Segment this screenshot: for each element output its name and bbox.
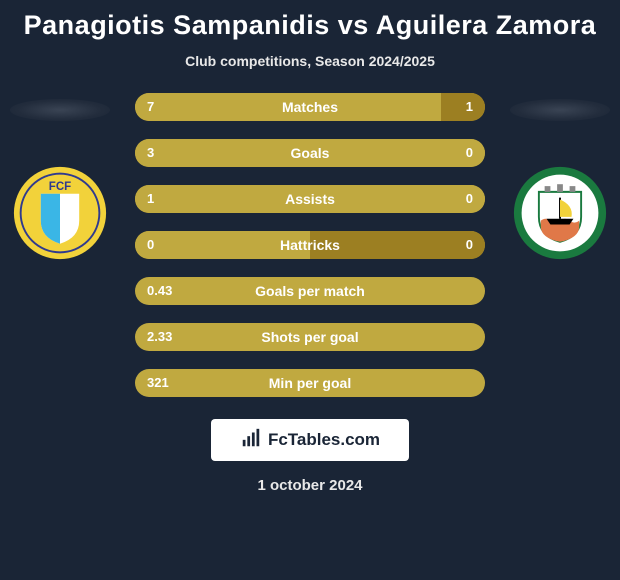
stat-label: Matches bbox=[135, 99, 485, 115]
page-title: Panagiotis Sampanidis vs Aguilera Zamora bbox=[0, 0, 620, 41]
stat-label: Min per goal bbox=[135, 375, 485, 391]
comparison-layout: FCF bbox=[0, 93, 620, 397]
stat-row-goals: 3 Goals 0 bbox=[135, 139, 485, 167]
avatar-shadow-left bbox=[10, 99, 110, 121]
brand-badge[interactable]: FcTables.com bbox=[211, 419, 409, 461]
date-text: 1 october 2024 bbox=[0, 477, 620, 494]
stat-row-mpg: 321 Min per goal bbox=[135, 369, 485, 397]
stat-row-assists: 1 Assists 0 bbox=[135, 185, 485, 213]
stat-label: Assists bbox=[135, 191, 485, 207]
stat-row-gpm: 0.43 Goals per match bbox=[135, 277, 485, 305]
rio-ave-crest bbox=[512, 165, 608, 261]
stat-label: Goals bbox=[135, 145, 485, 161]
stat-label: Shots per goal bbox=[135, 329, 485, 345]
subtitle: Club competitions, Season 2024/2025 bbox=[0, 53, 620, 69]
stat-row-matches: 7 Matches 1 bbox=[135, 93, 485, 121]
brand-text: FcTables.com bbox=[268, 430, 380, 450]
player-right-side bbox=[500, 93, 620, 261]
chart-icon bbox=[240, 427, 262, 454]
famalicao-crest: FCF bbox=[12, 165, 108, 261]
stat-label: Hattricks bbox=[135, 237, 485, 253]
svg-text:FCF: FCF bbox=[49, 181, 71, 193]
stat-row-spg: 2.33 Shots per goal bbox=[135, 323, 485, 351]
player-left-side: FCF bbox=[0, 93, 120, 261]
stat-row-hattricks: 0 Hattricks 0 bbox=[135, 231, 485, 259]
stat-label: Goals per match bbox=[135, 283, 485, 299]
avatar-shadow-right bbox=[510, 99, 610, 121]
stat-bars: 7 Matches 1 3 Goals 0 1 Assists 0 0 Hatt… bbox=[135, 93, 485, 397]
